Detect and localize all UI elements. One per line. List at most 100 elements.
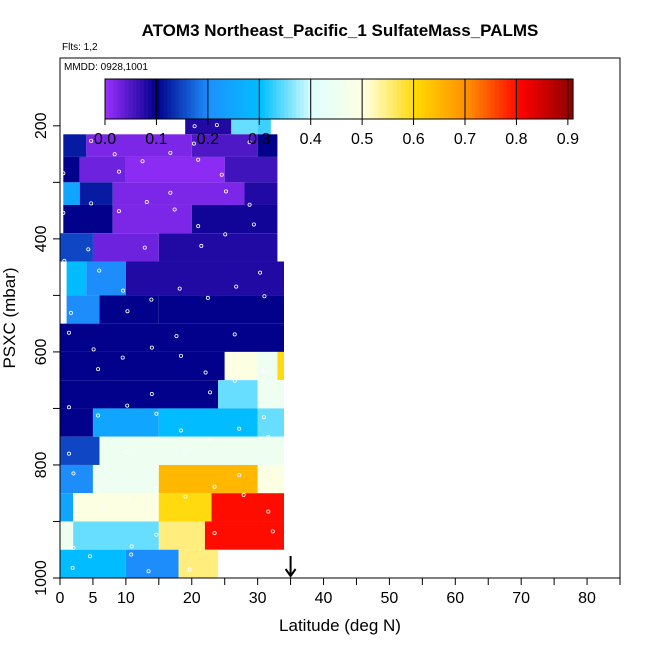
heatmap-cell: [66, 261, 87, 296]
heatmap-cell: [92, 464, 159, 494]
sample-marker: [71, 471, 76, 476]
colorbar-swatch: [120, 79, 126, 119]
colorbar-swatch: [264, 79, 270, 119]
colorbar-swatch: [424, 79, 430, 119]
sample-marker: [61, 171, 66, 176]
sample-marker: [203, 370, 208, 375]
sample-marker: [208, 436, 213, 441]
heatmap-cell: [60, 521, 74, 550]
colorbar-swatch: [167, 79, 172, 119]
sample-marker: [68, 310, 73, 315]
colorbar-swatch: [350, 79, 356, 119]
colorbar-swatch: [222, 79, 227, 119]
colorbar-swatch: [549, 79, 555, 119]
heatmap-cell: [257, 408, 284, 437]
heatmap-cell: [224, 156, 278, 183]
colorbar-swatch: [175, 79, 180, 119]
sample-marker: [125, 309, 130, 314]
sample-marker: [212, 484, 217, 489]
sample-marker: [270, 529, 275, 534]
colorbar-swatch: [288, 79, 293, 119]
colorbar-swatch: [132, 79, 137, 119]
sample-marker: [121, 288, 126, 293]
colorbar-swatch: [280, 79, 285, 119]
colorbar-swatch: [452, 79, 457, 119]
heatmap-cell: [66, 295, 100, 324]
heatmap-cell: [191, 134, 258, 157]
sample-marker: [149, 345, 154, 350]
colorbar-swatch: [397, 79, 402, 119]
heatmap-cell: [99, 436, 284, 465]
colorbar-swatch: [463, 79, 469, 119]
heatmap-cell: [63, 156, 80, 183]
colorbar-swatch: [202, 79, 207, 119]
sample-marker: [129, 544, 134, 549]
heatmap-cell: [257, 134, 278, 157]
colorbar-tick-label: 0.7: [454, 131, 476, 148]
heatmap-cell: [191, 204, 278, 234]
colorbar-tick-label: 0.3: [248, 131, 270, 148]
colorbar-swatch: [296, 79, 301, 119]
sample-marker: [232, 332, 237, 337]
sample-marker: [247, 140, 252, 145]
heatmap-cell: [211, 493, 284, 522]
sample-marker: [66, 330, 71, 335]
colorbar-swatch: [491, 79, 496, 119]
sample-marker: [71, 546, 76, 551]
colorbar-swatch: [561, 79, 566, 119]
sample-marker: [142, 245, 147, 250]
colorbar-swatch: [518, 79, 523, 119]
colorbar-swatch: [405, 79, 410, 119]
colorbar-swatch: [495, 79, 500, 119]
sample-marker: [266, 509, 271, 514]
x-tick-label: 50: [381, 590, 399, 607]
colorbar-swatch: [323, 79, 328, 119]
colorbar-swatch: [541, 79, 547, 119]
colorbar-swatch: [448, 79, 453, 119]
sample-marker: [96, 413, 101, 418]
colorbar-swatch: [319, 79, 324, 119]
colorbar-tick-label: 0.5: [351, 131, 373, 148]
colorbar-swatch: [362, 79, 367, 119]
colorbar-swatch: [155, 79, 161, 119]
colorbar-swatch: [159, 79, 165, 119]
sample-marker: [205, 295, 210, 300]
colorbar-swatch: [124, 79, 129, 119]
colorbar-swatch: [428, 79, 434, 119]
sample-marker: [177, 286, 182, 291]
colorbar-swatch: [225, 79, 231, 119]
sample-marker: [154, 532, 159, 537]
sample-marker: [96, 488, 101, 493]
colorbar-swatch: [413, 79, 418, 119]
heatmap-cell: [60, 493, 74, 522]
dates-annotation: MMDD: 0928,1001: [64, 62, 148, 73]
x-tick-label: 5: [88, 590, 97, 607]
colorbar-swatch: [276, 79, 282, 119]
x-tick-label: 70: [512, 590, 530, 607]
sample-marker: [125, 449, 130, 454]
colorbar-tick-label: 0.1: [145, 131, 167, 148]
colorbar-swatch: [487, 79, 492, 119]
sample-marker: [61, 210, 66, 215]
colorbar-swatch: [401, 79, 406, 119]
colorbar-swatch: [409, 79, 414, 119]
colorbar-swatch: [417, 79, 422, 119]
sample-marker: [178, 353, 183, 358]
sample-marker: [125, 496, 130, 501]
colorbar-swatch: [268, 79, 274, 119]
colorbar-tick-label: 0.2: [197, 131, 219, 148]
colorbar-swatch: [210, 79, 215, 119]
y-axis-label: PSXC (mbar): [0, 267, 19, 368]
heatmap-cell: [178, 549, 219, 578]
heatmap-cell: [99, 295, 159, 324]
heatmap-cell: [60, 380, 219, 409]
colorbar-swatch: [385, 79, 391, 119]
sample-marker: [214, 123, 219, 128]
colorbar-swatch: [140, 79, 145, 119]
sample-marker: [241, 492, 246, 497]
sample-marker: [116, 169, 121, 174]
heatmap-cell: [125, 549, 179, 578]
colorbar-swatch: [526, 79, 531, 119]
heatmap-cell: [79, 182, 113, 205]
colorbar-swatch: [245, 79, 250, 119]
